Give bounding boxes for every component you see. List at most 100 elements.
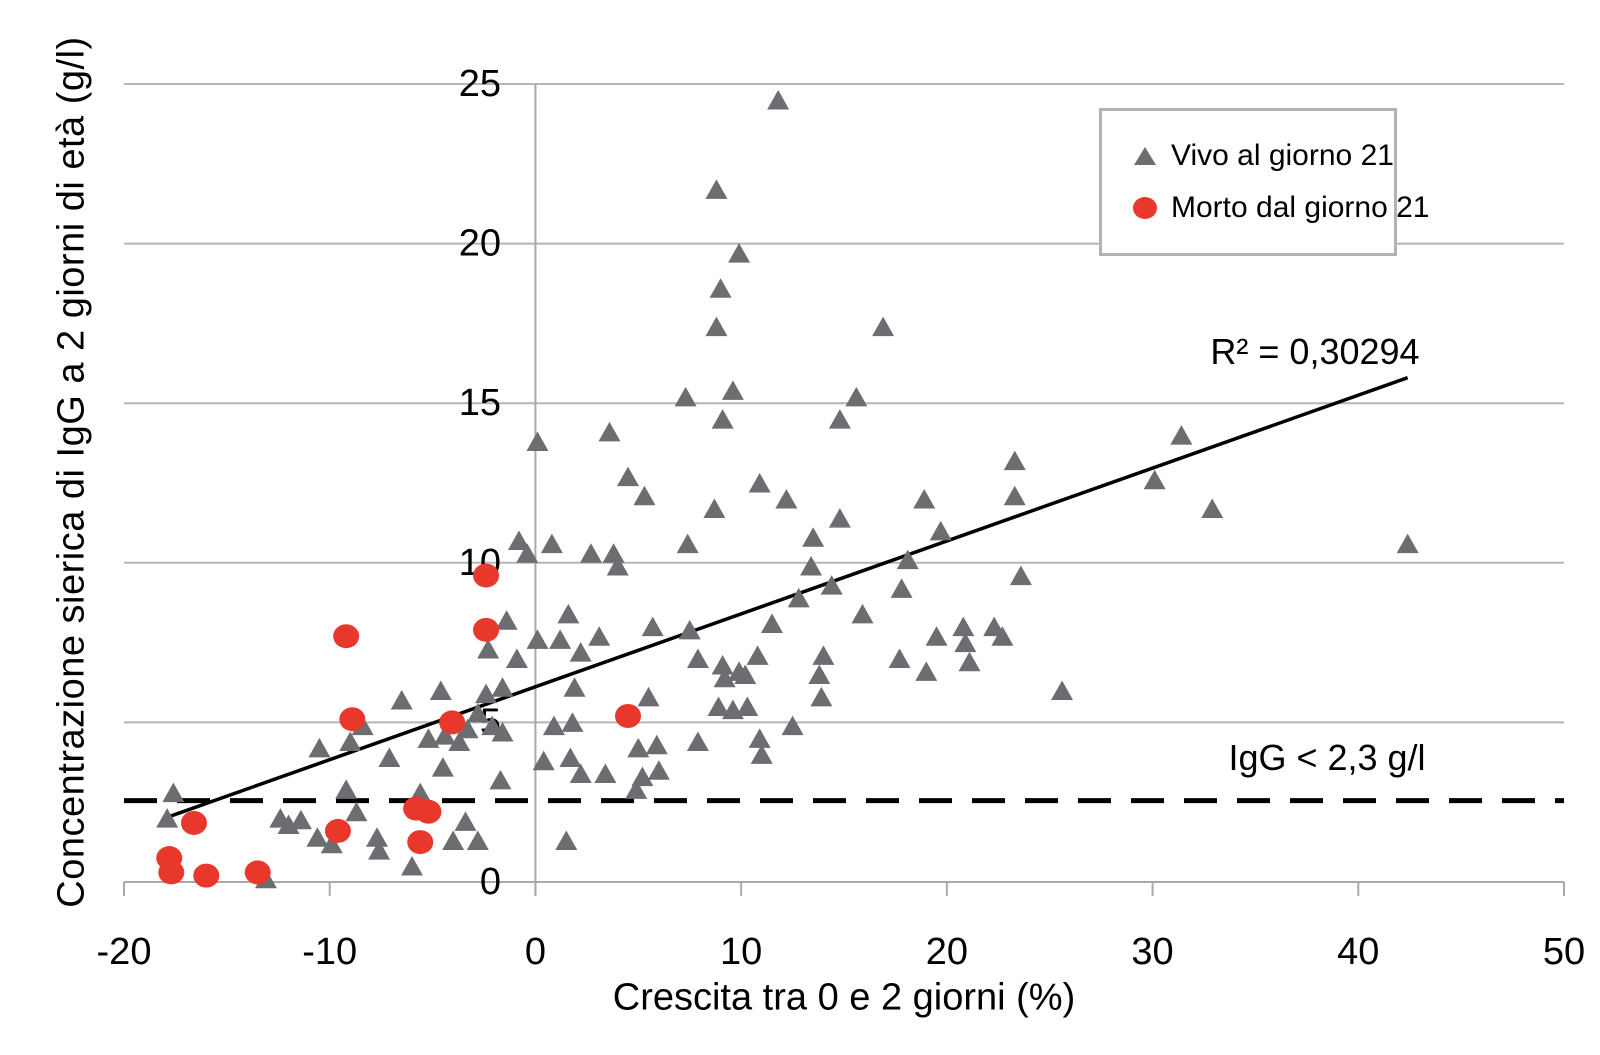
data-point-triangle [674,386,697,407]
data-point-triangle [676,533,699,554]
data-point-triangle [711,409,734,429]
data-point-circle [415,799,442,824]
data-point-triangle [1003,485,1026,506]
data-point-triangle [162,782,185,803]
x-tick-label: -20 [97,931,152,973]
data-point-triangle [466,702,489,723]
data-point-triangle [339,731,362,752]
data-point-triangle [555,830,578,851]
data-point-circle [473,617,500,642]
data-point-triangle [540,533,563,554]
data-point-triangle [481,715,504,736]
x-tick-label: 0 [525,931,546,973]
data-point-triangle [448,731,471,752]
data-point-triangle [466,830,489,851]
data-point-triangle [442,830,465,851]
y-tick-label: 15 [459,382,501,424]
data-point-triangle [913,488,936,509]
data-point-triangle [475,683,498,704]
data-point-circle [407,830,434,855]
data-point-triangle [711,654,734,675]
data-point-circle [158,860,185,885]
data-point-triangle [828,508,851,528]
data-point-triangle [810,686,833,707]
data-point-triangle [366,827,389,847]
data-point-triangle [526,431,549,452]
data-point-triangle [563,677,586,697]
data-point-triangle [588,626,611,646]
data-point-triangle [872,316,895,337]
data-point-triangle [812,645,835,665]
circle-marker-icon [1133,197,1157,219]
data-point-triangle [647,760,670,780]
y-tick-label: 20 [459,223,501,265]
data-point-triangle [890,578,913,598]
data-point-triangle [549,629,572,649]
y-tick-label: 0 [480,861,501,903]
data-point-triangle [559,747,582,768]
data-point-triangle [686,731,709,752]
data-point-triangle [507,530,530,550]
data-point-triangle [516,543,539,563]
data-point-triangle [378,747,401,768]
data-point-triangle [925,626,948,646]
data-point-triangle [390,690,413,710]
data-point-triangle [707,696,730,716]
data-point-triangle [598,421,621,442]
data-point-triangle [800,555,823,576]
legend-label-morto: Morto dal giorno 21 [1171,191,1430,224]
data-point-circle [244,860,271,885]
data-point-triangle [845,386,868,407]
data-point-triangle [1170,425,1193,445]
data-point-triangle [633,485,656,506]
data-point-triangle [617,466,639,487]
data-point-triangle [750,744,773,764]
data-point-triangle [368,840,391,860]
data-point-triangle [808,664,831,685]
data-point-triangle [431,757,454,777]
data-point-triangle [1003,450,1026,471]
x-tick-label: 30 [1131,931,1173,973]
data-point-triangle [748,728,771,748]
data-point-triangle [734,664,757,685]
data-point-circle [473,563,500,588]
data-point-triangle [851,603,874,624]
data-point-circle [339,707,366,732]
y-axis-title: Concentrazione sierica di IgG a 2 giorni… [50,36,93,908]
data-point-triangle [606,555,629,576]
data-point-triangle [454,811,477,831]
data-point-triangle [579,543,602,563]
legend: Vivo al giorno 21 Morto dal giorno 21 [1099,108,1430,256]
data-point-triangle [627,737,650,758]
data-point-triangle [505,648,528,669]
data-point-triangle [289,809,312,830]
data-point-triangle [557,603,580,624]
data-point-triangle [456,718,479,739]
data-point-triangle [569,642,592,662]
data-point-triangle [320,833,343,854]
data-point-triangle [645,734,668,755]
data-point-triangle [491,677,514,697]
data-point-triangle [433,725,456,745]
data-point-triangle [637,686,660,707]
y-tick-label: 25 [459,63,501,105]
data-point-triangle [705,316,728,337]
threshold-label: IgG < 2,3 g/l [1228,737,1426,778]
triangle-marker-icon [1134,147,1156,165]
data-point-triangle [775,488,798,509]
data-point-triangle [991,626,1014,646]
data-point-triangle [335,779,358,799]
data-point-triangle [526,629,549,649]
x-tick-label: 50 [1543,931,1585,973]
data-point-triangle [748,473,771,493]
data-point-circle [439,710,466,735]
data-point-triangle [1051,680,1074,700]
data-point-triangle [929,520,952,541]
data-point-triangle [713,667,736,688]
legend-label-vivo: Vivo al giorno 21 [1171,139,1394,172]
x-tick-label: -10 [302,931,357,973]
data-point-triangle [709,278,732,298]
data-point-triangle [781,715,804,736]
x-tick-label: 20 [926,931,968,973]
